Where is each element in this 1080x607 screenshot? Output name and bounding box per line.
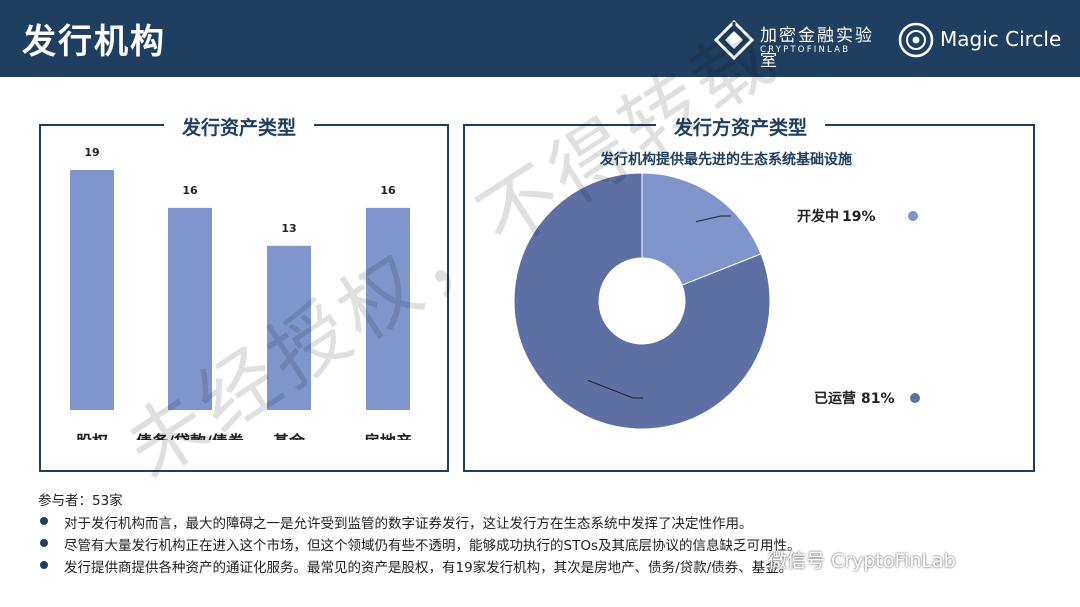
brand-name-cn: 加密金融实验室 [760, 26, 874, 71]
brand-name-en: CRYPTOFINLAB [760, 45, 851, 55]
bullet-dot [40, 539, 48, 547]
footer-bullet-1: 对于发行机构而言，最大的障碍之一是允许受到监管的数字证券发行，这让发行方在生态系… [64, 516, 753, 532]
donut-chart-subtitle: 发行机构提供最先进的生态系统基础设施 [600, 152, 852, 168]
wechat-watermark: 微信号 CryptoFinLab [768, 550, 956, 572]
footer-bullet-3: 发行提供商提供各种资产的通证化服务。最常见的资产是股权，有19家发行机构，其次是… [64, 560, 793, 576]
bar-category-label: 股权 [76, 432, 109, 440]
bullet-dot [40, 561, 48, 569]
participants-count: 参与者：53家 [38, 493, 123, 509]
bar-category-label: 基金 [272, 432, 306, 440]
legend-dot [910, 393, 920, 403]
bar-1 [70, 170, 114, 410]
donut-chart: 开发中 19% 已运营 81% [513, 172, 920, 430]
cryptofinlab-logo-icon [714, 20, 754, 60]
magic-circle-name: Magic Circle [940, 27, 1062, 51]
cryptofinlab-brand: 加密金融实验室 CRYPTOFINLAB [714, 18, 889, 71]
leader-line [587, 379, 644, 399]
bar-category-label: 房地产 [364, 432, 412, 440]
bar-category-label: 债务/贷款/债券 [136, 432, 245, 440]
donut-chart-title: 发行方资产类型 [656, 113, 826, 140]
bar-value-label: 16 [182, 184, 198, 197]
header-bar: 发行机构 加密金融实验室 CRYPTOFINLAB Magic Circle [0, 0, 1080, 77]
bar-4 [366, 207, 410, 410]
magic-circle-brand: Magic Circle [897, 18, 1067, 62]
donut-slice-2 [513, 172, 771, 430]
footer-bullet-2: 尽管有大量发行机构正在进入这个市场，但这个领域仍有些不透明，能够成功执行的STO… [64, 538, 801, 554]
bar-value-label: 19 [84, 146, 99, 159]
bar-3 [267, 245, 311, 410]
bullet-dot [40, 517, 48, 525]
bar-value-label: 16 [380, 184, 396, 197]
bar-value-label: 13 [281, 222, 296, 235]
donut-label: 开发中 [797, 208, 839, 225]
bar-chart-title: 发行资产类型 [164, 113, 315, 140]
page-title: 发行机构 [22, 22, 166, 62]
donut-label: 已运营 [814, 390, 856, 407]
legend-dot [908, 211, 918, 221]
bar-chart: 19 股权 16 债务/贷款/债券 13 基金 16 房地产 [70, 146, 412, 440]
leader-line [695, 215, 731, 223]
donut-slice-1 [641, 172, 762, 286]
donut-value-label: 19% [842, 209, 876, 225]
bar-2 [168, 207, 212, 410]
donut-value-label: 81% [861, 391, 895, 407]
magic-circle-logo-icon [898, 22, 934, 58]
